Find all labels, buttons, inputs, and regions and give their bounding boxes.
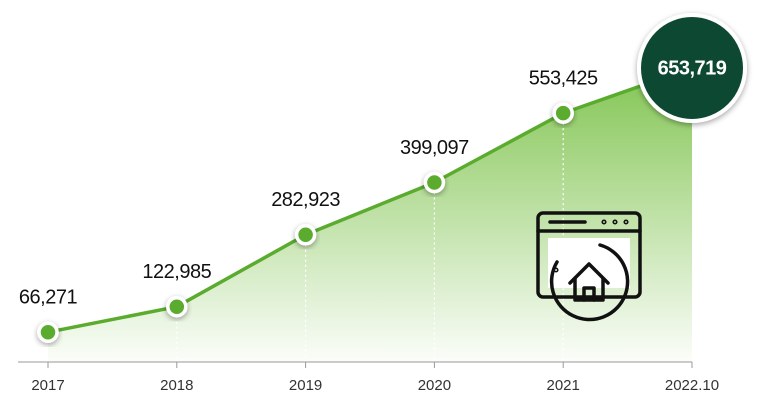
value-label: 399,097 xyxy=(400,137,469,159)
x-tick-label: 2021 xyxy=(547,377,580,394)
area xyxy=(48,68,692,362)
value-label: 653,719 xyxy=(658,57,727,79)
line xyxy=(47,66,693,334)
marker xyxy=(37,321,59,343)
marker xyxy=(166,295,188,318)
plot: 2017 66,271 2018 122,985 2019 282,923 2020 399,… xyxy=(18,13,747,394)
marker xyxy=(294,224,317,246)
value-label: 553,425 xyxy=(529,67,598,89)
value-label: 282,923 xyxy=(271,189,340,211)
x-tick-label: 2017 xyxy=(31,377,64,394)
x-tick-label: 2018 xyxy=(160,377,193,394)
highlight-marker xyxy=(637,13,747,123)
x-tick-label: 2019 xyxy=(289,377,322,394)
value-label: 66,271 xyxy=(19,286,78,308)
marker xyxy=(552,102,574,124)
house-icon xyxy=(536,211,642,322)
value-label: 122,985 xyxy=(142,261,211,283)
marker xyxy=(423,171,446,194)
x-tick-label: 2022.10 xyxy=(665,377,719,394)
x-tick-label: 2020 xyxy=(418,377,451,394)
